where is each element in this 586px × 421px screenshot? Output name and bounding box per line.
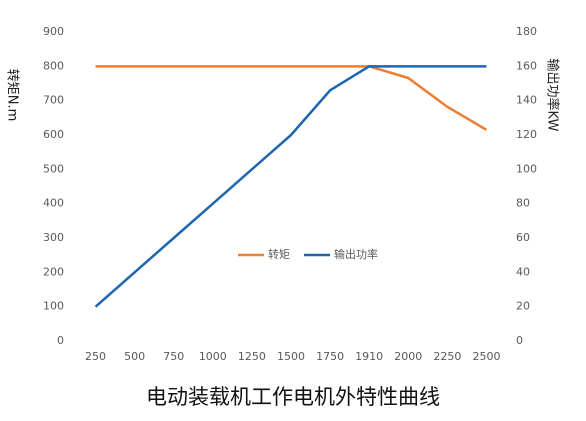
- series-line: [94, 65, 487, 308]
- y-axis-title: 转矩N.m: [5, 69, 20, 122]
- y-tick-label: 300: [43, 231, 64, 244]
- y-tick-label: 400: [43, 197, 64, 210]
- series-line: [95, 65, 488, 131]
- x-tick-label: 1250: [238, 350, 266, 363]
- legend-label: 输出功率: [334, 247, 378, 261]
- y-tick-label: 800: [43, 59, 64, 72]
- y2-tick-label: 60: [516, 231, 530, 244]
- y2-tick-label: 160: [516, 59, 537, 72]
- y2-tick-label: 180: [516, 25, 537, 38]
- y2-tick-label: 80: [516, 197, 530, 210]
- y-tick-label: 500: [43, 162, 64, 175]
- chart-title: 电动装载机工作电机外特性曲线: [146, 385, 440, 409]
- y2-tick-label: 20: [516, 300, 530, 313]
- x-tick-label: 1000: [199, 350, 227, 363]
- y-tick-label: 900: [43, 25, 64, 38]
- x-tick-label: 1910: [355, 350, 383, 363]
- x-tick-label: 2250: [433, 350, 461, 363]
- y-tick-label: 200: [43, 265, 64, 278]
- x-tick-label: 1750: [316, 350, 344, 363]
- y-tick-label: 0: [57, 334, 64, 347]
- legend-label: 转矩: [268, 247, 290, 261]
- y2-tick-label: 40: [516, 265, 530, 278]
- x-tick-label: 500: [124, 350, 145, 363]
- y2-axis-title: 输出功率KW: [545, 59, 561, 132]
- x-tick-label: 1500: [277, 350, 305, 363]
- y-tick-label: 100: [43, 300, 64, 313]
- y-tick-label: 700: [43, 94, 64, 107]
- y2-tick-label: 0: [516, 334, 523, 347]
- x-tick-label: 2500: [472, 350, 500, 363]
- y2-tick-label: 120: [516, 128, 537, 141]
- x-tick-label: 2000: [394, 350, 422, 363]
- x-tick-label: 750: [163, 350, 184, 363]
- y-tick-label: 600: [43, 128, 64, 141]
- x-tick-label: 250: [85, 350, 106, 363]
- y2-tick-label: 100: [516, 162, 537, 175]
- y2-tick-label: 140: [516, 94, 537, 107]
